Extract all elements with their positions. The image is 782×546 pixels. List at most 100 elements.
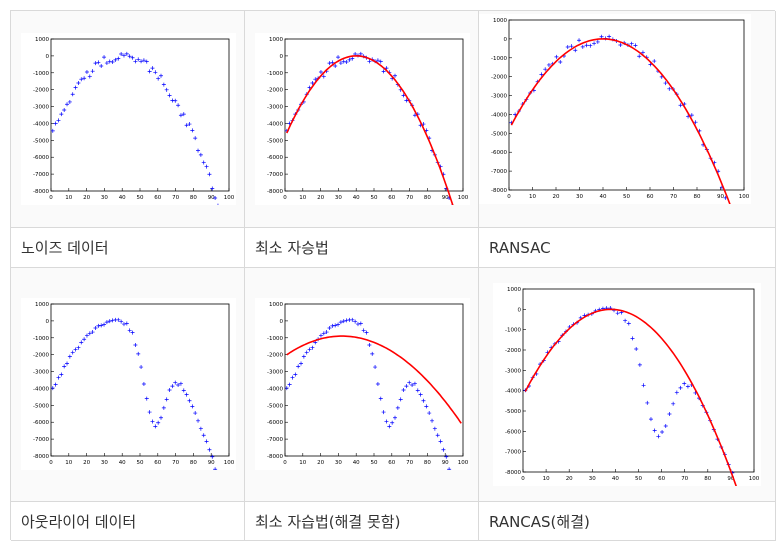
x-tick-label: 70 — [681, 476, 688, 482]
data-point — [62, 108, 67, 113]
data-point — [338, 320, 343, 325]
data-point — [90, 330, 95, 335]
x-tick-label: 30 — [335, 195, 342, 201]
data-point — [110, 318, 115, 323]
chart-outlier-data: 0 10 20 30 40 50 60 70 80 90 100 1000 0 -1000 -2000 -30… — [21, 298, 236, 470]
y-tick-label: -7000 — [267, 172, 283, 178]
y-tick-label: -6000 — [33, 155, 49, 161]
data-point — [84, 69, 89, 74]
x-tick-label: 90 — [208, 195, 215, 201]
data-point — [207, 447, 212, 452]
x-tick-label: 50 — [635, 476, 642, 482]
x-tick-label: 0 — [49, 460, 53, 466]
x-tick-label: 10 — [65, 460, 72, 466]
data-point — [110, 59, 115, 64]
y-tick-label: -2000 — [267, 353, 283, 359]
data-point — [424, 404, 429, 409]
x-tick-label: 50 — [623, 194, 630, 200]
data-point — [159, 415, 164, 420]
data-point — [648, 417, 653, 422]
plot-frame — [50, 38, 230, 192]
plot-frame — [522, 288, 755, 473]
x-tick-label: 70 — [406, 195, 413, 201]
data-point — [99, 323, 104, 328]
data-point — [637, 362, 642, 367]
data-point — [427, 411, 432, 416]
cell-outlier-data-image: 0 10 20 30 40 50 60 70 80 90 100 1000 0 -1000 -2000 -30… — [11, 268, 245, 502]
y-tick-label: -5000 — [267, 138, 283, 144]
data-point — [173, 380, 178, 385]
y-tick-label: -7000 — [491, 169, 507, 175]
data-point — [62, 364, 67, 369]
data-point — [59, 372, 64, 377]
data-point — [102, 322, 107, 327]
x-tick-label: 30 — [101, 460, 108, 466]
y-tick-label: 0 — [280, 54, 284, 60]
data-point — [623, 318, 628, 323]
data-point — [630, 336, 635, 341]
data-point — [127, 54, 132, 59]
data-point — [393, 415, 398, 420]
x-tick-label: 40 — [600, 194, 607, 200]
data-point — [159, 73, 164, 78]
y-tick-label: 1000 — [35, 302, 49, 308]
data-point — [318, 333, 323, 338]
data-point — [595, 39, 600, 44]
data-point — [76, 345, 81, 350]
y-tick-label: -4000 — [491, 112, 507, 118]
data-point — [333, 323, 338, 328]
data-point — [107, 59, 112, 64]
cell-ransac-solved-image: 0 10 20 30 40 50 60 70 80 90 100 1000 0 -1000 -2000 -30… — [479, 268, 776, 502]
y-tick-label: -4000 — [267, 121, 283, 127]
x-tick-label: 60 — [388, 195, 395, 201]
y-tick-label: -3000 — [491, 94, 507, 100]
data-point — [116, 56, 121, 61]
y-tick-label: -7000 — [267, 437, 283, 443]
chart-noise-data: 0 10 20 30 40 50 60 70 80 90 100 1000 0 -1000 -2000 -30… — [21, 33, 236, 205]
x-tick-label: 60 — [154, 195, 161, 201]
data-point — [204, 164, 209, 169]
data-point — [656, 434, 661, 439]
data-point — [430, 418, 435, 423]
data-point — [119, 51, 124, 56]
data-point — [310, 81, 315, 86]
x-tick-label: 0 — [283, 460, 287, 466]
y-tick-label: -5000 — [267, 403, 283, 409]
data-point — [301, 354, 306, 359]
data-point — [412, 381, 417, 386]
data-point — [652, 428, 657, 433]
data-point — [678, 103, 683, 108]
data-point — [76, 81, 81, 86]
caption-ransac-solved: RANCAS(해결) — [489, 512, 590, 531]
cell-least-squares-fail-caption: 최소 자습법(해결 못함) — [245, 502, 479, 541]
y-tick-label: -3000 — [33, 105, 49, 111]
data-point — [671, 401, 676, 406]
data-point — [176, 103, 181, 108]
data-point — [184, 123, 189, 128]
data-point — [136, 351, 141, 356]
data-point — [153, 70, 158, 75]
fit-curve — [286, 335, 462, 424]
chart-ransac: 0 10 20 30 40 50 60 70 80 90 100 1000 0 -1000 -2000 -30… — [479, 14, 751, 204]
data-point — [181, 112, 186, 117]
data-point — [139, 365, 144, 370]
data-point — [196, 418, 201, 423]
x-tick-label: 60 — [658, 476, 665, 482]
y-tick-label: 1000 — [269, 37, 283, 43]
data-point — [87, 74, 92, 79]
data-point — [341, 59, 346, 64]
data-point — [141, 58, 146, 63]
data-point — [415, 388, 420, 393]
cell-least-squares-fail-image: 0 10 20 30 40 50 60 70 80 90 100 1000 0 -1000 -2000 -30… — [245, 268, 479, 502]
data-point — [104, 61, 109, 66]
x-tick-label: 10 — [299, 460, 306, 466]
data-point — [321, 331, 326, 336]
data-point — [133, 59, 138, 64]
y-tick-label: -8000 — [505, 470, 521, 476]
data-point — [310, 345, 315, 350]
data-point — [93, 326, 98, 331]
y-tick-label: -4000 — [267, 386, 283, 392]
fit-curve — [510, 38, 731, 204]
y-tick-label: 0 — [280, 319, 284, 325]
data-point — [170, 384, 175, 389]
